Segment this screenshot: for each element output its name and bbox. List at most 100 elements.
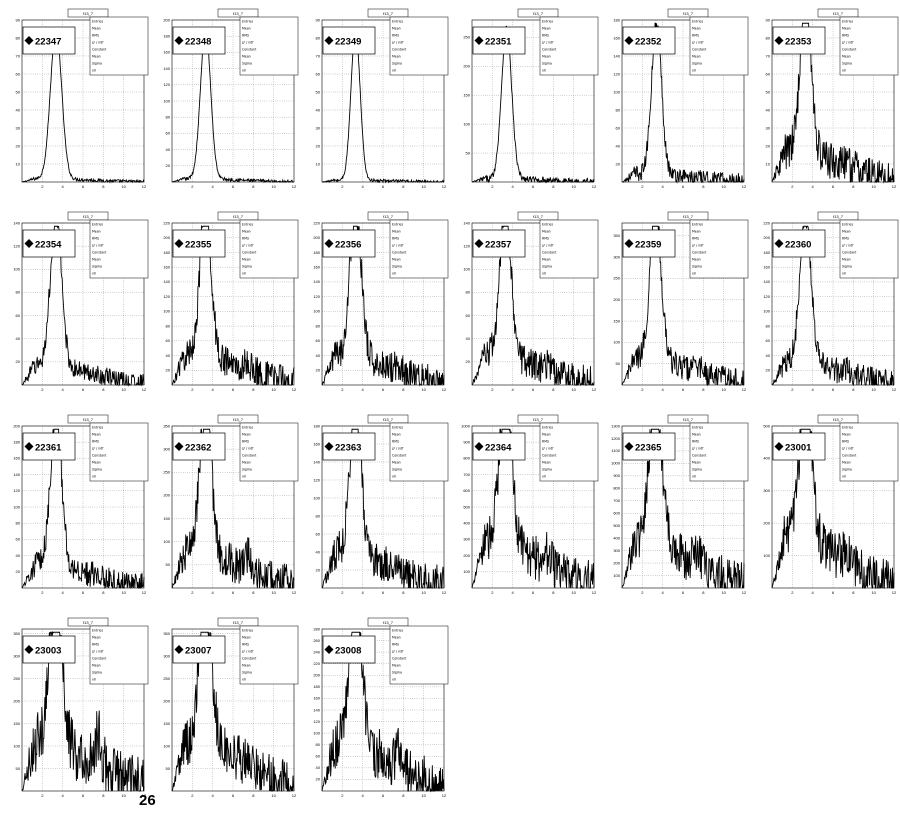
stats-box: Entries Mean RMS χ² / ndf Constant Mean Sigma x… xyxy=(89,16,149,76)
stats-label: RMS xyxy=(242,440,249,444)
x-tick-label: 12 xyxy=(292,184,297,189)
y-tick-label: 200 xyxy=(463,553,470,558)
x-tick-label: 4 xyxy=(212,387,215,392)
y-tick-label: 160 xyxy=(313,264,320,269)
run-number: 23007 xyxy=(185,646,211,657)
histogram-trace xyxy=(471,25,595,184)
stats-box: Entries Mean RMS χ² / ndf Constant Mean Sigma x… xyxy=(389,625,449,685)
histogram-title: f13_7 xyxy=(533,11,544,16)
stats-label: Constant xyxy=(242,48,257,52)
y-tick-label: 50 xyxy=(166,766,171,771)
stats-label: RMS xyxy=(692,34,699,38)
stats-label: Mean xyxy=(92,230,101,234)
x-tick-label: 10 xyxy=(271,184,276,189)
x-tick-label: 8 xyxy=(402,387,405,392)
y-tick-label: 200 xyxy=(163,235,170,240)
x-tick-label: 12 xyxy=(892,590,897,595)
stats-box: Entries Mean RMS χ² / ndf Constant Mean Sigma x… xyxy=(389,219,449,279)
stats-label: x0 xyxy=(692,69,696,73)
x-tick-label: 2 xyxy=(41,590,44,595)
y-tick-label: 60 xyxy=(616,125,621,130)
x-tick-label: 4 xyxy=(62,793,65,798)
x-tick-label: 12 xyxy=(442,184,447,189)
stats-label: Mean xyxy=(542,27,551,31)
y-tick-label: 80 xyxy=(616,107,621,112)
title-box xyxy=(817,414,859,424)
x-tick-label: 2 xyxy=(341,387,344,392)
stats-box-frame xyxy=(239,219,299,279)
stats-label: Constant xyxy=(842,48,857,52)
run-number: 22359 xyxy=(635,240,661,251)
stats-label: Entries xyxy=(242,629,253,633)
y-tick-label: 50 xyxy=(766,89,771,94)
stats-label: Entries xyxy=(392,223,403,227)
x-tick-label: 4 xyxy=(362,590,365,595)
stats-label: Entries xyxy=(92,20,103,24)
stats-label: Mean xyxy=(392,27,401,31)
stats-label: RMS xyxy=(692,440,699,444)
x-tick-label: 6 xyxy=(682,590,685,595)
x-tick-label: 8 xyxy=(402,793,405,798)
y-tick-label: 50 xyxy=(16,766,21,771)
histogram-trace xyxy=(21,225,145,387)
histogram-title: f13_7 xyxy=(233,214,244,219)
x-tick-label: 6 xyxy=(682,387,685,392)
y-tick-label: 80 xyxy=(316,35,321,40)
stats-label: Mean xyxy=(842,55,851,59)
stats-label: χ² / ndf xyxy=(392,650,404,654)
histogram-title: f13_7 xyxy=(383,214,394,219)
stats-label: RMS xyxy=(392,440,399,444)
stats-label: Sigma xyxy=(542,265,552,269)
stats-label: RMS xyxy=(542,34,549,38)
run-number: 22364 xyxy=(485,443,512,454)
histogram-panel: f13_7 2 4 6 8 10 12 100 200 300 400 500 600 700 800 900… xyxy=(459,411,601,599)
histogram-trace xyxy=(21,27,145,184)
y-tick-label: 40 xyxy=(316,107,321,112)
x-tick-label: 10 xyxy=(721,590,726,595)
legend-marker xyxy=(474,36,484,45)
y-tick-label: 120 xyxy=(313,719,320,724)
stats-label: RMS xyxy=(542,237,549,241)
stats-label: Constant xyxy=(842,251,857,255)
y-tick-label: 60 xyxy=(166,131,171,136)
x-tick-label: 2 xyxy=(491,184,494,189)
y-tick-label: 180 xyxy=(313,250,320,255)
histogram-trace xyxy=(771,428,895,589)
y-tick-label: 100 xyxy=(463,569,470,574)
stats-label: Entries xyxy=(842,426,853,430)
histogram-title: f13_7 xyxy=(833,11,844,16)
legend-marker xyxy=(474,442,484,451)
stats-label: Entries xyxy=(92,629,103,633)
stats-label: χ² / ndf xyxy=(392,447,404,451)
stats-label: χ² / ndf xyxy=(842,447,854,451)
histogram-panel: f13_7 2 4 6 8 10 12 50 100 150 200 250 300 350 Entries… xyxy=(9,614,151,802)
legend-marker xyxy=(174,239,184,248)
y-tick-label: 80 xyxy=(316,742,321,747)
stats-box-frame xyxy=(89,625,149,685)
y-tick-label: 900 xyxy=(613,473,620,478)
stats-label: x0 xyxy=(542,475,546,479)
stats-box: Entries Mean RMS χ² / ndf Constant Mean Sigma x… xyxy=(839,219,899,279)
stats-label: Mean xyxy=(542,258,551,262)
stats-label: Sigma xyxy=(92,671,102,675)
y-tick-label: 180 xyxy=(613,17,620,22)
x-tick-label: 2 xyxy=(791,387,794,392)
y-tick-label: 40 xyxy=(16,553,21,558)
y-tick-label: 60 xyxy=(766,338,771,343)
run-number: 22349 xyxy=(335,37,361,48)
stats-label: Mean xyxy=(392,461,401,465)
y-tick-label: 40 xyxy=(316,353,321,358)
x-tick-label: 10 xyxy=(121,793,126,798)
y-tick-label: 140 xyxy=(463,220,470,225)
stats-label: Constant xyxy=(692,48,707,52)
stats-box: Entries Mean RMS χ² / ndf Constant Mean Sigma x… xyxy=(839,16,899,76)
stats-label: Constant xyxy=(542,454,557,458)
stats-label: Entries xyxy=(392,426,403,430)
stats-box-frame xyxy=(239,16,299,76)
histogram-trace xyxy=(621,225,744,387)
x-tick-label: 10 xyxy=(271,793,276,798)
stats-label: Mean xyxy=(542,230,551,234)
histogram-panel: f13_7 2 4 6 8 10 12 10 20 30 40 50 60 70 80 90 Entries Me… xyxy=(309,5,451,193)
x-tick-label: 4 xyxy=(812,387,815,392)
y-tick-label: 260 xyxy=(313,638,320,643)
